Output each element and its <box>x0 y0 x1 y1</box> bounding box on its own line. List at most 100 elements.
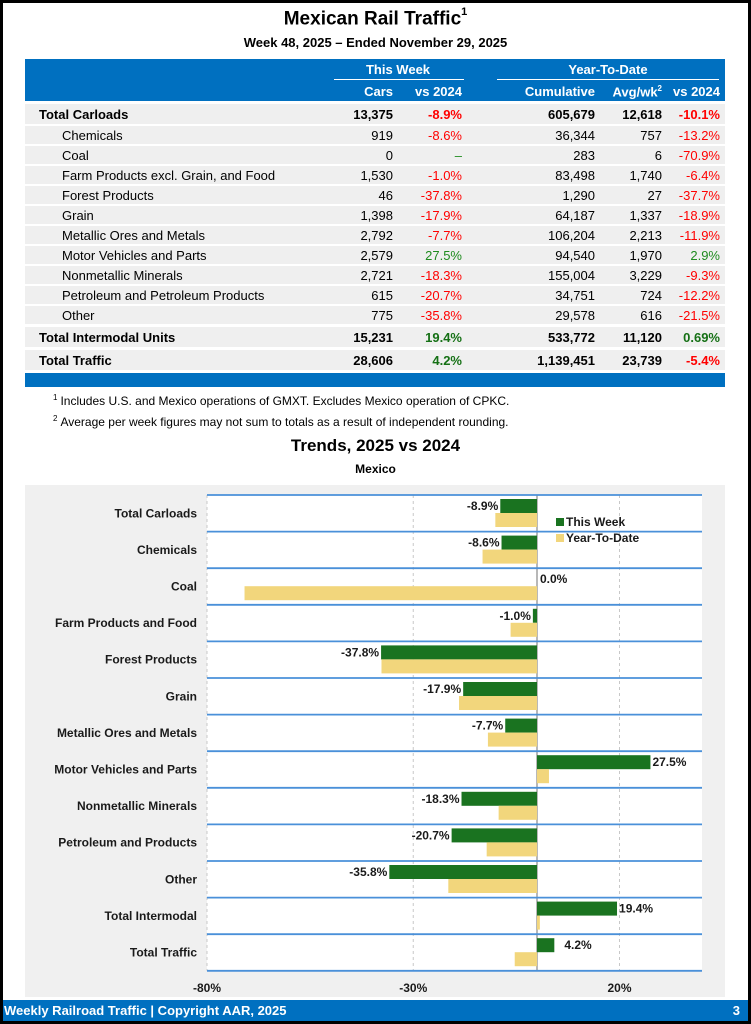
page-title: Mexican Rail Traffic1 <box>283 6 468 30</box>
table-row: Nonmetallic Minerals 2,721 -18.3% 155,004 3,… <box>25 266 725 284</box>
cell-ytd-vs: -37.7% <box>678 188 720 203</box>
cell-cum: 29,578 <box>555 308 595 323</box>
cell-cars: 615 <box>371 288 393 303</box>
legend-swatch-this-week <box>556 518 564 526</box>
data-label: 19.4% <box>619 902 653 916</box>
table-row: Grain 1,398 -17.9% 64,187 1,337 -18.9% <box>25 206 725 224</box>
cell-cars: 0 <box>385 148 393 163</box>
col-tw-vs: vs 2024 <box>415 84 462 99</box>
row-label: Other <box>62 308 95 323</box>
cell-tw-vs: -20.7% <box>420 288 462 303</box>
bar-year-to-date <box>510 622 537 637</box>
row-label: Grain <box>62 208 94 223</box>
cell-cars: 46 <box>378 188 393 203</box>
cell-ytd-vs: -12.2% <box>678 288 720 303</box>
cell-cars: 15,231 <box>353 330 393 345</box>
chart-subtitle: Mexico <box>355 462 396 476</box>
row-label: Motor Vehicles and Parts <box>62 248 207 263</box>
cell-avg: 27 <box>647 188 662 203</box>
cell-ytd-vs: -18.9% <box>678 208 720 223</box>
row-label: Total Intermodal Units <box>39 330 176 345</box>
bar-year-to-date <box>244 586 537 601</box>
cell-tw-vs: -37.8% <box>420 188 462 203</box>
bar-this-week <box>461 791 537 806</box>
table-body: Total Carloads 13,375 -8.9% 605,679 12,618 -1… <box>25 104 725 370</box>
category-label: Motor Vehicles and Parts <box>54 763 197 777</box>
bar-year-to-date <box>495 513 537 527</box>
cell-avg: 724 <box>640 288 662 303</box>
bar-this-week <box>537 755 651 770</box>
cell-ytd-vs: -9.3% <box>686 268 720 283</box>
bar-this-week <box>537 901 618 916</box>
table-row: Forest Products 46 -37.8% 1,290 27 -37.7% <box>25 186 725 204</box>
data-label: -8.9% <box>467 499 499 513</box>
cell-tw-vs: -7.7% <box>428 228 462 243</box>
footnotes: 1 Includes U.S. and Mexico operations of … <box>53 389 509 431</box>
bar-year-to-date <box>537 915 540 930</box>
cell-tw-vs: -1.0% <box>428 168 462 183</box>
table-row: Total Traffic 28,606 4.2% 1,139,451 23,739 -5… <box>25 350 725 370</box>
bar-this-week <box>451 828 537 843</box>
category-label: Coal <box>171 580 197 594</box>
trends-bar-chart: Total Carloads -8.9% Chemicals -8.6% Coal 0.0… <box>54 494 702 995</box>
category-label: Other <box>165 872 197 886</box>
bar-year-to-date <box>487 732 537 747</box>
table-row: Coal 0 – 283 6 -70.9% <box>25 146 725 164</box>
row-label: Petroleum and Petroleum Products <box>62 288 265 303</box>
data-label: -35.8% <box>349 865 387 879</box>
legend-swatch-year-to-date <box>556 534 564 542</box>
cell-tw-vs: 19.4% <box>425 330 462 345</box>
plot-background <box>207 495 702 971</box>
table-row: Petroleum and Petroleum Products 615 -20.7… <box>25 286 725 304</box>
cell-cars: 28,606 <box>353 353 393 368</box>
cell-cum: 1,290 <box>562 188 595 203</box>
bar-this-week <box>505 718 537 733</box>
col-cumulative: Cumulative <box>524 84 595 99</box>
row-label: Total Traffic <box>39 353 112 368</box>
data-label: 4.2% <box>564 938 592 952</box>
row-label: Nonmetallic Minerals <box>62 268 183 283</box>
cell-tw-vs: – <box>454 148 462 163</box>
cell-avg: 11,120 <box>622 330 662 345</box>
cell-avg: 1,740 <box>629 168 662 183</box>
col-ytd-vs: vs 2024 <box>673 84 720 99</box>
cell-ytd-vs: -11.9% <box>679 228 720 243</box>
x-tick-label: -80% <box>193 981 221 995</box>
row-label: Farm Products excl. Grain, and Food <box>62 168 276 183</box>
cell-cum: 94,540 <box>555 248 595 263</box>
page-subtitle: Week 48, 2025 – Ended November 29, 2025 <box>243 35 508 50</box>
cell-avg: 6 <box>654 148 662 163</box>
bar-year-to-date <box>459 696 537 710</box>
cell-cum: 155,004 <box>548 268 595 283</box>
bar-year-to-date <box>448 879 537 893</box>
cell-avg: 3,229 <box>629 268 662 283</box>
footnote: 2 Average per week figures may not sum to… <box>53 414 509 429</box>
category-label: Chemicals <box>137 543 197 557</box>
data-label: 27.5% <box>652 755 686 769</box>
cell-tw-vs: 27.5% <box>425 248 462 263</box>
col-cars: Cars <box>364 84 393 99</box>
group-underline <box>497 79 719 80</box>
table-header: This Week Year-To-Date Cars vs 2024 Cumu… <box>25 59 725 101</box>
category-label: Forest Products <box>105 653 197 667</box>
bar-year-to-date <box>514 952 537 967</box>
group-this-week: This Week <box>365 62 431 77</box>
category-label: Total Traffic <box>130 946 197 960</box>
data-label: -8.6% <box>468 536 500 550</box>
cell-ytd-vs: -5.4% <box>686 353 720 368</box>
cell-avg: 12,618 <box>622 107 662 122</box>
row-label: Total Carloads <box>39 107 129 122</box>
table-row: Metallic Ores and Metals 2,792 -7.7% 106,20… <box>25 226 725 244</box>
legend-label: This Week <box>566 515 625 529</box>
category-label: Grain <box>166 689 197 703</box>
row-label: Coal <box>62 148 89 163</box>
traffic-table: This Week Year-To-Date Cars vs 2024 Cumu… <box>25 59 725 387</box>
row-label: Metallic Ores and Metals <box>62 228 206 243</box>
table-row: Other 775 -35.8% 29,578 616 -21.5% <box>25 306 725 324</box>
cell-cum: 605,679 <box>548 107 595 122</box>
cell-ytd-vs: -10.1% <box>678 107 720 122</box>
cell-cars: 919 <box>371 128 393 143</box>
x-tick-label: 20% <box>607 981 631 995</box>
cell-ytd-vs: -13.2% <box>678 128 720 143</box>
data-label: -17.9% <box>423 682 461 696</box>
